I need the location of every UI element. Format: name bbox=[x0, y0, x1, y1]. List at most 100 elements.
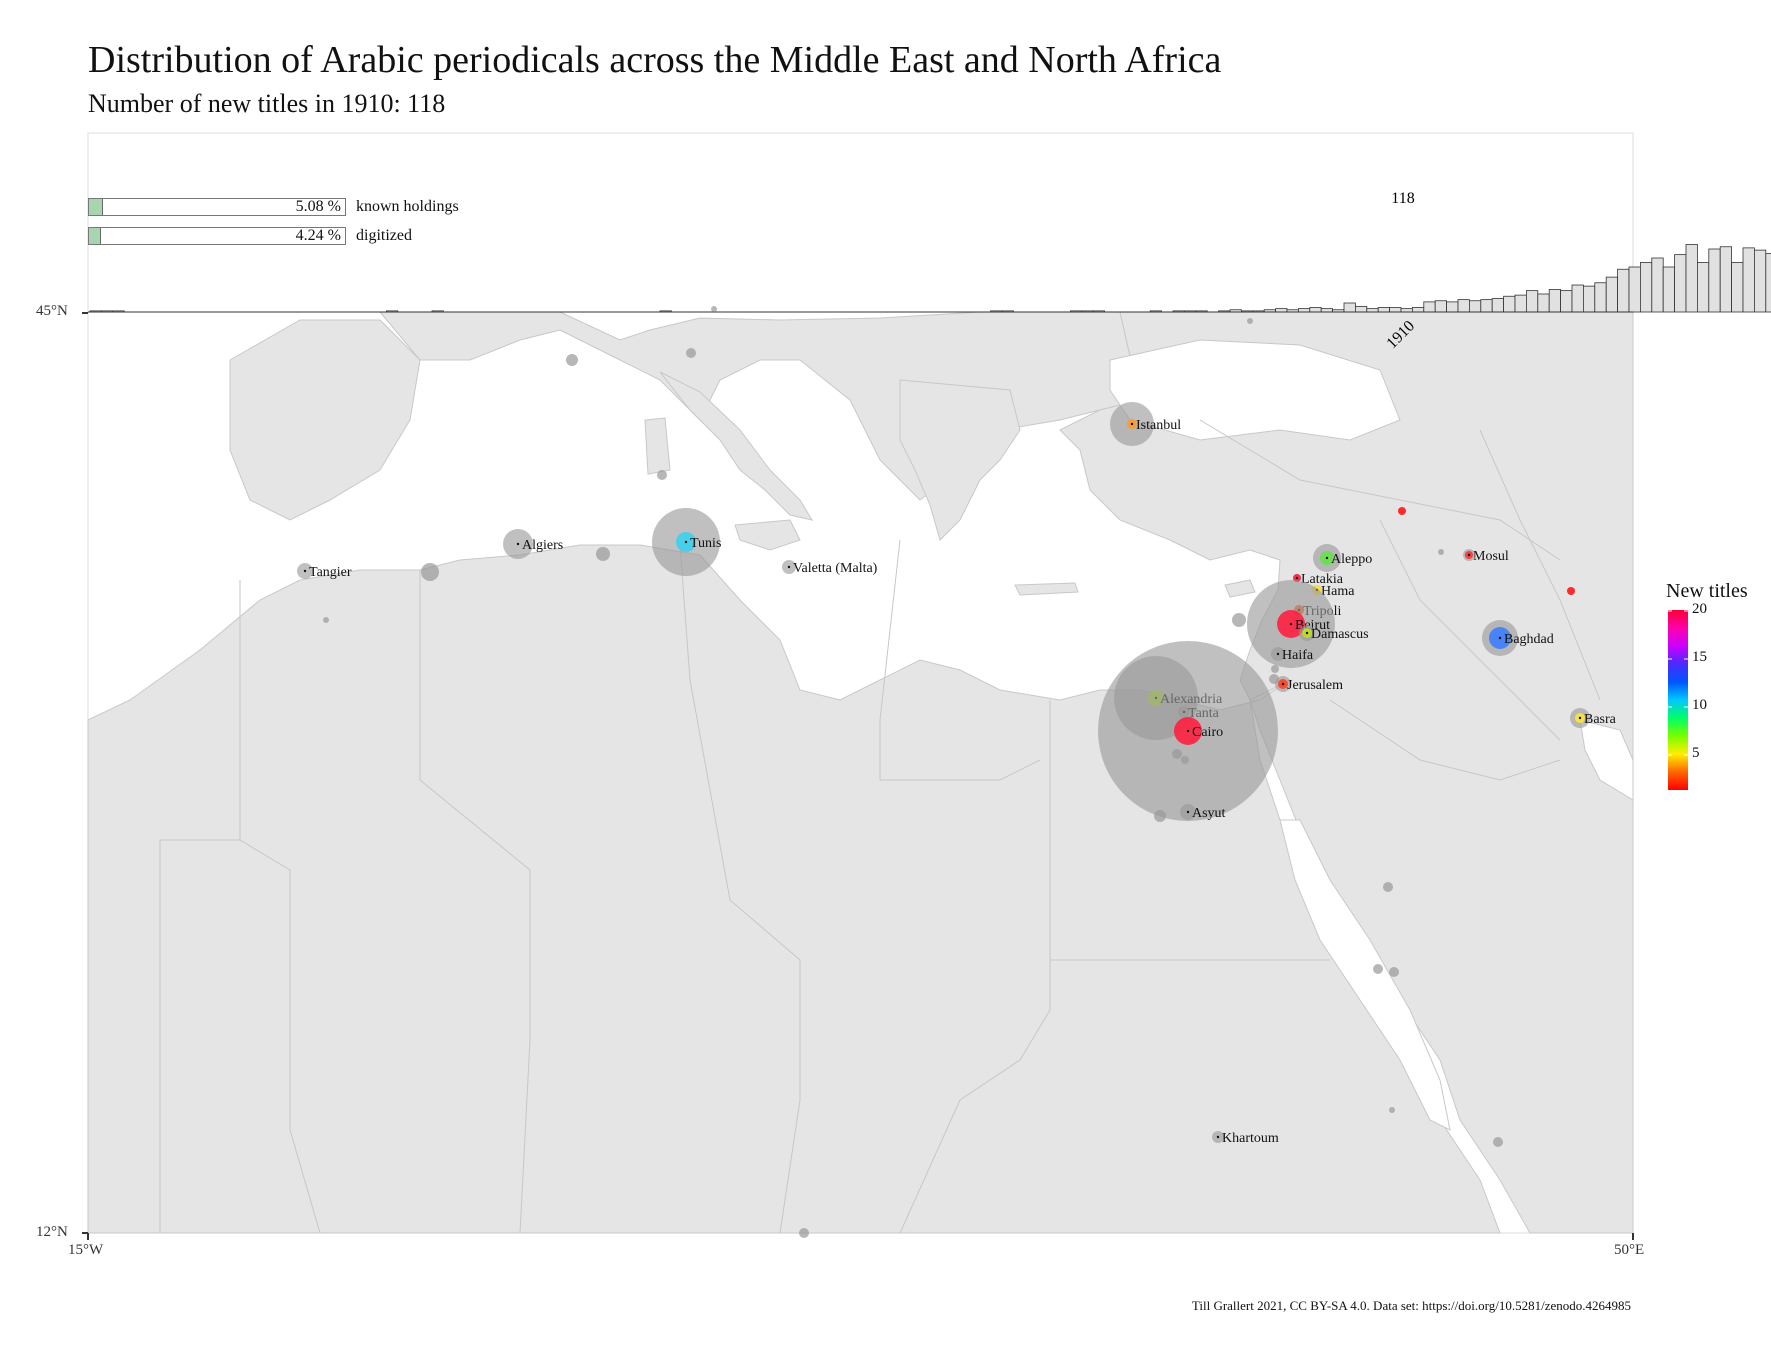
map-marker-minor bbox=[1373, 964, 1383, 974]
city-label-valetta-malta: Valetta (Malta) bbox=[793, 561, 878, 576]
histogram-bar bbox=[1526, 290, 1539, 313]
map-marker-minor bbox=[1389, 1107, 1395, 1113]
histogram-bar bbox=[1560, 290, 1573, 313]
map-marker-minor bbox=[1232, 613, 1246, 627]
histogram-bar bbox=[1423, 301, 1436, 313]
histogram-bar bbox=[1731, 262, 1744, 313]
histogram-bar bbox=[1491, 298, 1504, 313]
persian-gulf bbox=[1579, 719, 1634, 801]
legend-tick-10: 10 bbox=[1692, 697, 1707, 713]
histogram-bar bbox=[1765, 253, 1771, 313]
histogram-bar bbox=[1537, 293, 1550, 313]
histogram-bar bbox=[1640, 262, 1653, 313]
city-dot-damascus bbox=[1305, 631, 1309, 635]
digitized-fill bbox=[89, 228, 101, 244]
page-subtitle: Number of new titles in 1910: 118 bbox=[88, 89, 446, 118]
land-greece bbox=[899, 379, 1021, 541]
city-dot-algiers bbox=[516, 542, 520, 546]
histogram-bar bbox=[1514, 294, 1527, 313]
map-marker-minor bbox=[1271, 665, 1279, 673]
histogram-current-value: 118 bbox=[1391, 190, 1414, 207]
known-holdings-percent: 5.08 % bbox=[295, 198, 341, 215]
histogram-bar bbox=[1469, 300, 1482, 313]
map-marker-minor bbox=[1389, 967, 1399, 977]
axis-ticks bbox=[82, 312, 1634, 1240]
map-marker-minor bbox=[596, 547, 610, 561]
city-label-tunis: Tunis bbox=[690, 536, 721, 551]
city-dot-cairo bbox=[1186, 729, 1190, 733]
histogram-bar bbox=[1355, 305, 1368, 313]
lat-label-top: 45°N bbox=[36, 303, 68, 319]
legend-title: New titles bbox=[1666, 580, 1748, 602]
water bbox=[1109, 339, 1634, 1131]
histogram-bar bbox=[1674, 254, 1687, 313]
city-dot-asyut bbox=[1186, 810, 1190, 814]
city-label-tangier: Tangier bbox=[309, 565, 352, 580]
map-marker-minor bbox=[421, 563, 439, 581]
digitized-percent: 4.24 % bbox=[295, 227, 341, 244]
lon-label-right: 50°E bbox=[1614, 1242, 1645, 1258]
histogram-bar bbox=[1480, 299, 1493, 313]
histogram-bar bbox=[1548, 289, 1561, 313]
land-crete bbox=[1014, 582, 1079, 596]
land-cyprus bbox=[1224, 579, 1256, 598]
city-dot-aleppo bbox=[1325, 556, 1329, 560]
city-label-cairo: Cairo bbox=[1192, 725, 1223, 740]
land-sicily bbox=[734, 519, 801, 551]
map-marker-minor bbox=[1493, 1137, 1503, 1147]
map-marker-minor bbox=[799, 1228, 809, 1238]
page-title: Distribution of Arabic periodicals acros… bbox=[88, 39, 1222, 81]
city-circles: Istanbul Algiers Tunis Tangier Valetta (Malt… bbox=[297, 306, 1617, 1238]
city-label-damascus: Damascus bbox=[1311, 627, 1369, 642]
histogram-bar bbox=[1275, 308, 1288, 313]
histogram-bar bbox=[1298, 308, 1311, 313]
land-iberia bbox=[229, 319, 421, 521]
histogram-bar bbox=[1594, 282, 1607, 313]
histogram-bar bbox=[1662, 266, 1675, 313]
red-sea bbox=[1279, 819, 1451, 1131]
city-label-aleppo: Aleppo bbox=[1331, 552, 1372, 567]
histogram-bar bbox=[1503, 295, 1516, 313]
city-dot-tangier bbox=[303, 569, 307, 573]
histogram-bar bbox=[1457, 299, 1470, 313]
digitized-bar: 4.24 % bbox=[88, 227, 346, 245]
city-dot-haifa bbox=[1276, 652, 1280, 656]
city-dot-tunis bbox=[684, 540, 688, 544]
legend-tick-marks bbox=[1668, 610, 1688, 756]
city-dot-valetta-malta bbox=[787, 565, 791, 569]
histogram-bar bbox=[1343, 302, 1356, 313]
histogram-bar bbox=[1571, 284, 1584, 313]
histogram-bar bbox=[1742, 247, 1755, 313]
borders bbox=[159, 419, 1601, 1234]
map-marker-minor bbox=[323, 617, 329, 623]
city-label-jerusalem: Jerusalem bbox=[1287, 678, 1343, 693]
city-dot-mosul bbox=[1467, 553, 1471, 557]
histogram-bar bbox=[1708, 248, 1721, 313]
map-marker-minor bbox=[1398, 507, 1406, 515]
legend-tick-20: 20 bbox=[1692, 601, 1707, 617]
histogram-bar bbox=[1628, 266, 1641, 313]
city-dot-khartoum bbox=[1216, 1135, 1220, 1139]
map-marker-minor bbox=[1247, 318, 1253, 324]
histogram-bar bbox=[1320, 308, 1333, 313]
map-marker-minor bbox=[686, 348, 696, 358]
histogram-bar bbox=[1309, 307, 1322, 313]
city-label-basra: Basra bbox=[1584, 712, 1617, 727]
city-label-asyut: Asyut bbox=[1192, 806, 1226, 821]
histogram-bar bbox=[1446, 301, 1459, 313]
caption: Till Grallert 2021, CC BY-SA 4.0. Data s… bbox=[1191, 1298, 1631, 1313]
land-italy bbox=[659, 371, 814, 521]
map-marker-minor bbox=[1383, 882, 1393, 892]
histogram-bar bbox=[1719, 246, 1732, 313]
map-marker-minor bbox=[711, 306, 717, 312]
city-dot-basra bbox=[1578, 716, 1582, 720]
city-dot-baghdad bbox=[1498, 636, 1502, 640]
histogram-bar bbox=[1366, 308, 1379, 313]
histogram-bar bbox=[1389, 307, 1402, 313]
city-dot-istanbul bbox=[1130, 422, 1134, 426]
known-holdings-label: known holdings bbox=[356, 198, 459, 215]
city-dot-jerusalem bbox=[1281, 682, 1285, 686]
city-label-baghdad: Baghdad bbox=[1504, 632, 1554, 647]
histogram-bar bbox=[1685, 244, 1698, 313]
